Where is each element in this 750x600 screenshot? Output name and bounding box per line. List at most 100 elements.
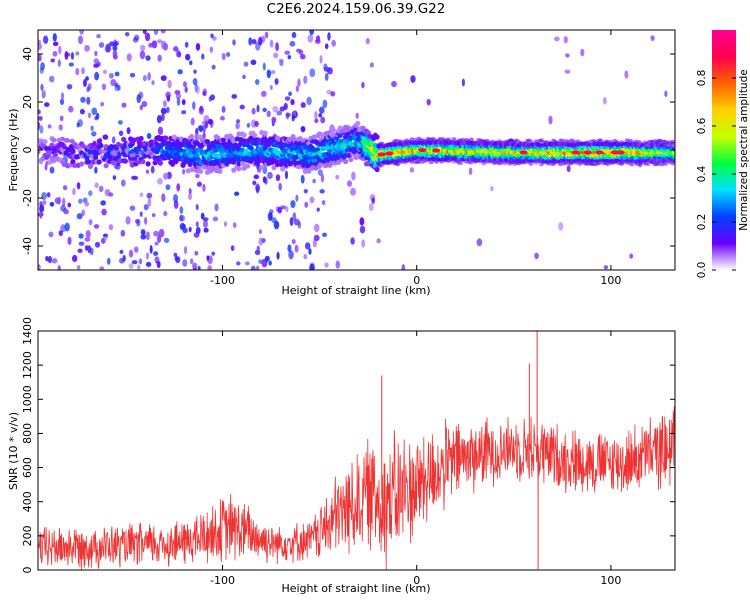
spectrogram-noise-cell — [71, 254, 78, 263]
spectrogram-noise-cell — [202, 220, 208, 228]
spectrogram-noise-cell — [563, 35, 568, 44]
spectrogram-noise-cell — [110, 79, 117, 87]
spectrogram-noise-cell — [57, 264, 61, 270]
spectrogram-noise-cell — [368, 203, 374, 212]
spectrogram-noise-cell — [335, 174, 340, 180]
spectrogram-noise-cell — [77, 35, 84, 45]
spectrogram-noise-cell — [256, 104, 260, 113]
spectrogram-noise-cell — [262, 107, 267, 112]
spectrogram-band-cell — [245, 163, 251, 169]
spectrogram-noise-cell — [47, 255, 53, 264]
spectrogram-noise-cell — [183, 81, 187, 88]
spectrogram-noise-cell — [59, 98, 65, 105]
spectrogram-noise-cell — [208, 96, 212, 102]
spectrogram-noise-cell — [99, 266, 105, 270]
spectrogram-noise-cell — [137, 264, 141, 270]
spectrogram-noise-cell — [272, 105, 279, 113]
spectrogram-noise-cell — [235, 119, 241, 124]
spectrogram-noise-cell — [148, 42, 153, 48]
spectrogram-noise-cell — [264, 177, 268, 185]
spectrogram-noise-cell — [151, 213, 156, 218]
spectrogram-noise-cell — [313, 234, 320, 241]
spectrogram-noise-cell — [98, 42, 105, 48]
spectrogram-noise-cell — [78, 241, 85, 246]
spectrogram-band-cell — [162, 135, 169, 141]
spectrogram-band-cell — [241, 132, 247, 138]
spectrogram-band-cell — [201, 164, 207, 170]
spectrogram-noise-cell — [145, 231, 150, 241]
spectrogram-noise-cell — [67, 202, 72, 208]
spectrogram-noise-cell — [307, 34, 314, 43]
spectrogram-noise-cell — [650, 35, 655, 42]
spectrogram-noise-cell — [198, 125, 204, 133]
spectrogram-noise-cell — [79, 108, 85, 115]
spectrogram-noise-cell — [195, 173, 200, 179]
spectrogram-noise-cell — [49, 166, 55, 174]
spectrogram-noise-cell — [95, 112, 100, 120]
spectrogram-noise-cell — [47, 124, 52, 129]
spectrogram-noise-cell — [176, 183, 181, 192]
spectrogram-band-cell — [336, 159, 342, 165]
spectrogram-noise-cell — [476, 238, 483, 247]
spectrogram-noise-cell — [314, 118, 319, 124]
spectrogram-band-cell — [80, 143, 87, 149]
spectrogram-noise-cell — [219, 116, 225, 121]
spectrogram-noise-cell — [141, 101, 148, 108]
spectrogram-noise-cell — [86, 96, 91, 105]
spectrogram-noise-cell — [96, 61, 101, 67]
spectrogram-noise-cell — [117, 120, 123, 125]
spectrogram-noise-cell — [300, 174, 305, 184]
colorbar-label: Normalized spectral amplitude — [738, 69, 750, 230]
spectrogram-noise-cell — [120, 229, 126, 237]
spectrogram-noise-cell — [426, 98, 431, 106]
spectrogram-noise-cell — [308, 248, 312, 255]
spectrogram-noise-cell — [153, 251, 159, 256]
spectrogram-band-cell — [98, 142, 104, 149]
spectrogram-band-cell — [671, 158, 675, 164]
spectrogram-band-cell — [271, 165, 277, 171]
spectrogram-noise-cell — [320, 173, 325, 183]
spectrogram-noise-cell — [57, 196, 61, 205]
spectrogram-noise-cell — [264, 31, 269, 39]
spectrogram-noise-cell — [85, 230, 91, 238]
spectrogram-noise-cell — [46, 192, 51, 198]
spectrogram-noise-cell — [160, 30, 166, 34]
spectrogram-noise-cell — [185, 53, 191, 61]
spectrogram-noise-cell — [189, 258, 194, 265]
spectrogram-noise-cell — [126, 53, 132, 62]
snr-ytick-label: 200 — [21, 525, 34, 546]
spectrogram-noise-cell — [262, 62, 266, 71]
spectrogram-noise-cell — [94, 71, 100, 81]
spectrogram-noise-cell — [112, 42, 118, 52]
spectrogram-noise-cell — [266, 110, 271, 118]
spectrogram-noise-cell — [195, 128, 199, 136]
spectrogram-noise-cell — [624, 70, 629, 79]
spectrogram-noise-cell — [252, 180, 257, 186]
spectrogram-noise-cell — [566, 165, 571, 173]
spectrogram-noise-cell — [309, 68, 316, 78]
spectrogram-noise-cell — [118, 130, 124, 137]
spectrogram-noise-cell — [196, 181, 203, 187]
spectrogram-noise-cell — [350, 237, 355, 245]
spectrogram-noise-cell — [202, 183, 206, 192]
spectrogram-noise-cell — [201, 120, 206, 126]
spectrogram-noise-cell — [77, 248, 83, 254]
spectrogram-noise-cell — [81, 209, 86, 217]
spectrogram-noise-cell — [165, 184, 171, 191]
spectrogram-noise-cell — [246, 122, 251, 128]
spectrogram-noise-cell — [78, 233, 84, 239]
spectrogram-noise-cell — [312, 239, 317, 248]
spectrogram-noise-cell — [251, 107, 256, 115]
spectrogram-noise-cell — [133, 34, 140, 41]
spectrogram-noise-cell — [112, 175, 117, 181]
spectrogram-noise-cell — [401, 263, 406, 270]
spectrogram-noise-cell — [330, 91, 336, 97]
spectrogram-noise-cell — [312, 178, 316, 184]
spectrogram-panel: -100 0 100 -40 -20 0 20 40 Height of straight … — [7, 29, 676, 297]
spectrogram-noise-cell — [44, 164, 48, 171]
spectrogram-noise-cell — [94, 241, 101, 248]
spectrogram-noise-cell — [90, 125, 94, 131]
spectrogram-noise-cell — [40, 83, 44, 91]
spectrogram-noise-cell — [267, 212, 273, 222]
